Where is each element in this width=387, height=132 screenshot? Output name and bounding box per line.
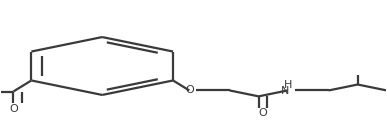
- Text: O: O: [185, 85, 194, 95]
- Text: H: H: [283, 80, 292, 90]
- Text: O: O: [9, 104, 18, 114]
- Text: N: N: [281, 86, 289, 96]
- Text: O: O: [259, 108, 267, 118]
